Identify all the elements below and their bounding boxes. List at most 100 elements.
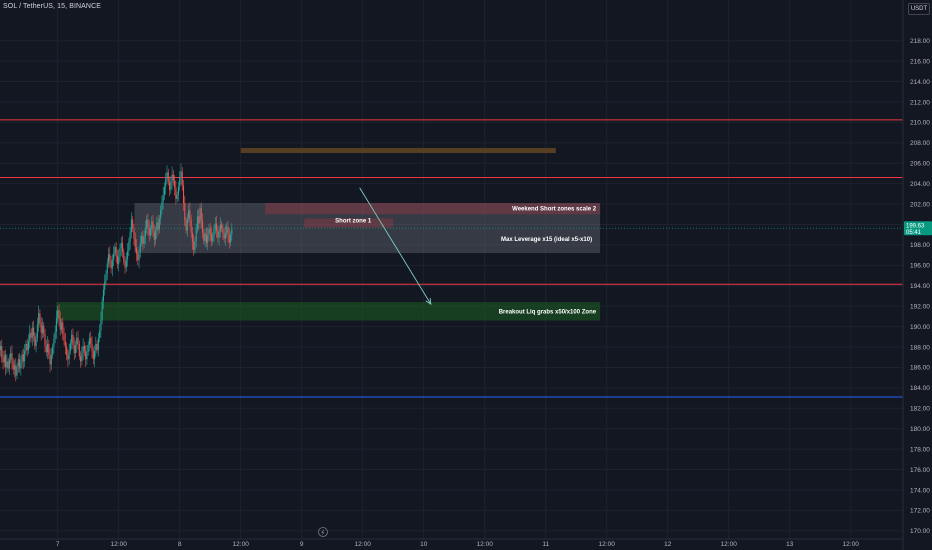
candle-body: [68, 351, 70, 360]
candle-body: [148, 227, 150, 236]
candle-body: [123, 252, 125, 262]
candle-body: [120, 242, 122, 248]
candle-body: [185, 220, 187, 231]
zone-labels: Max Leverage x15 (ideal x5-x10) Weekend S…: [335, 207, 597, 316]
timezone-icon[interactable]: [318, 527, 328, 537]
candle-body: [212, 235, 214, 241]
candle-body: [104, 281, 106, 290]
candle-body: [134, 238, 136, 247]
candle-body: [224, 232, 226, 239]
candle-body: [24, 351, 26, 362]
candle-body: [106, 263, 108, 274]
candle-body: [1, 345, 3, 359]
candle-body: [52, 347, 54, 356]
last-price-badge: [904, 221, 932, 236]
candle-body: [92, 351, 94, 360]
candle-body: [167, 172, 169, 182]
price-tick-label: 182.00: [910, 406, 930, 413]
candle-body: [66, 347, 68, 356]
candle-body: [80, 356, 82, 362]
candle-body: [214, 223, 216, 230]
candle-body: [204, 233, 206, 241]
candle-body: [60, 322, 63, 330]
candle-body: [87, 344, 89, 353]
candle-body: [82, 345, 84, 354]
candle-body: [124, 261, 126, 268]
candle-body: [29, 332, 31, 341]
candle-body: [226, 226, 228, 233]
projection-arrow[interactable]: [359, 187, 432, 306]
zone-green: [56, 302, 601, 321]
candle-body: [217, 230, 219, 238]
candle-body: [110, 260, 112, 269]
candle-body: [67, 355, 69, 360]
time-tick-label: 10: [420, 541, 428, 548]
candle-body: [179, 177, 181, 187]
candle-body: [2, 358, 4, 363]
candle-body: [48, 343, 50, 355]
candle-body: [43, 325, 45, 334]
candle-body: [180, 171, 182, 178]
candle-body: [30, 332, 32, 338]
candle-body: [113, 253, 115, 261]
candle-body: [22, 354, 24, 362]
candle-body: [100, 319, 102, 331]
candle-body: [101, 301, 103, 320]
drawing-zones[interactable]: [56, 147, 601, 321]
candle-body: [58, 310, 60, 319]
candle-body: [57, 310, 59, 319]
candle-body: [95, 343, 97, 352]
candle-body: [137, 254, 139, 261]
candle-body: [15, 365, 17, 376]
candle-body: [156, 222, 158, 231]
time-tick-label: 12:00: [843, 541, 860, 548]
candle-body: [73, 344, 75, 354]
candle-body: [227, 226, 229, 235]
candle-body: [17, 359, 19, 367]
candle-body: [152, 221, 154, 233]
candle-body: [86, 352, 88, 360]
candle-body: [8, 359, 10, 369]
candle-body: [21, 354, 23, 364]
candle-body: [141, 235, 143, 243]
candle-body: [35, 337, 37, 346]
candle-body: [222, 228, 224, 234]
price-tick-label: 180.00: [910, 426, 930, 433]
candle-body: [94, 351, 96, 360]
candle-body: [166, 172, 168, 179]
price-tick-label: 188.00: [910, 344, 930, 351]
price-axis[interactable]: 230.00218.00216.00214.00212.00210.00208.…: [902, 0, 932, 550]
horizontal-lines[interactable]: [0, 119, 903, 398]
candle-body: [165, 178, 167, 187]
candle-body: [142, 235, 144, 244]
price-tick-label: 214.00: [910, 79, 930, 86]
candle-body: [26, 343, 28, 351]
candle-body: [199, 208, 201, 224]
candle-body: [127, 251, 129, 260]
price-tick-label: 194.00: [910, 283, 930, 290]
price-tick-label: 184.00: [910, 385, 930, 392]
last-price-countdown: 05:41: [906, 230, 922, 236]
price-tick-label: 178.00: [910, 446, 930, 453]
zone-label: Max Leverage x15 (ideal x5-x10): [501, 237, 592, 243]
currency-button[interactable]: USDT: [908, 3, 930, 15]
candle-body: [59, 318, 61, 330]
candle-body: [209, 228, 211, 234]
candlestick-series[interactable]: [0, 163, 233, 382]
candle-body: [71, 334, 73, 343]
price-tick-label: 204.00: [910, 181, 930, 188]
candle-body: [176, 194, 178, 199]
price-tick-label: 206.00: [910, 161, 930, 168]
candle-body: [40, 322, 42, 333]
time-tick-label: 12:00: [111, 541, 128, 548]
time-tick-label: 9: [300, 541, 304, 548]
candle-body: [125, 259, 127, 268]
candle-body: [7, 361, 9, 369]
candle-body: [41, 325, 44, 333]
time-axis[interactable]: 7 12:00 8 12:00 9 12:00 10 12:00 11 12:00 12 12:00 1…: [0, 538, 903, 548]
candle-body: [190, 219, 192, 233]
price-tick-label: 190.00: [910, 324, 930, 331]
candle-body: [174, 180, 176, 188]
candle-body: [64, 340, 66, 348]
